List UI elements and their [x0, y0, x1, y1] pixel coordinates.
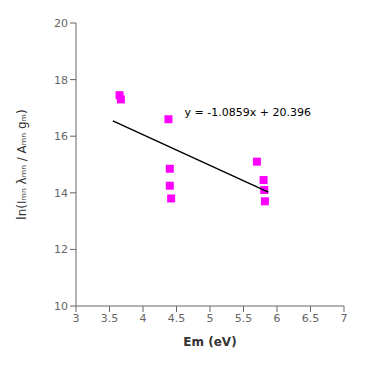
svg-text:18: 18 [54, 74, 68, 87]
svg-text:4.5: 4.5 [168, 312, 186, 325]
svg-text:Em (eV): Em (eV) [183, 335, 236, 349]
svg-text:y = -1.0859x + 20.396: y = -1.0859x + 20.396 [185, 106, 311, 119]
svg-text:5: 5 [207, 312, 214, 325]
svg-text:20: 20 [54, 17, 68, 30]
svg-text:10: 10 [54, 300, 68, 313]
svg-text:12: 12 [54, 243, 68, 256]
svg-text:3.5: 3.5 [101, 312, 119, 325]
svg-text:7: 7 [341, 312, 348, 325]
svg-text:5.5: 5.5 [235, 312, 253, 325]
svg-text:6.5: 6.5 [302, 312, 320, 325]
svg-text:ln(Iₘₙ λₘₙ / Aₘₙ gₘ): ln(Iₘₙ λₘₙ / Aₘₙ gₘ) [15, 109, 29, 219]
svg-text:3: 3 [73, 312, 80, 325]
svg-text:16: 16 [54, 130, 68, 143]
svg-text:6: 6 [274, 312, 281, 325]
svg-text:4: 4 [140, 312, 147, 325]
svg-text:14: 14 [54, 187, 68, 200]
